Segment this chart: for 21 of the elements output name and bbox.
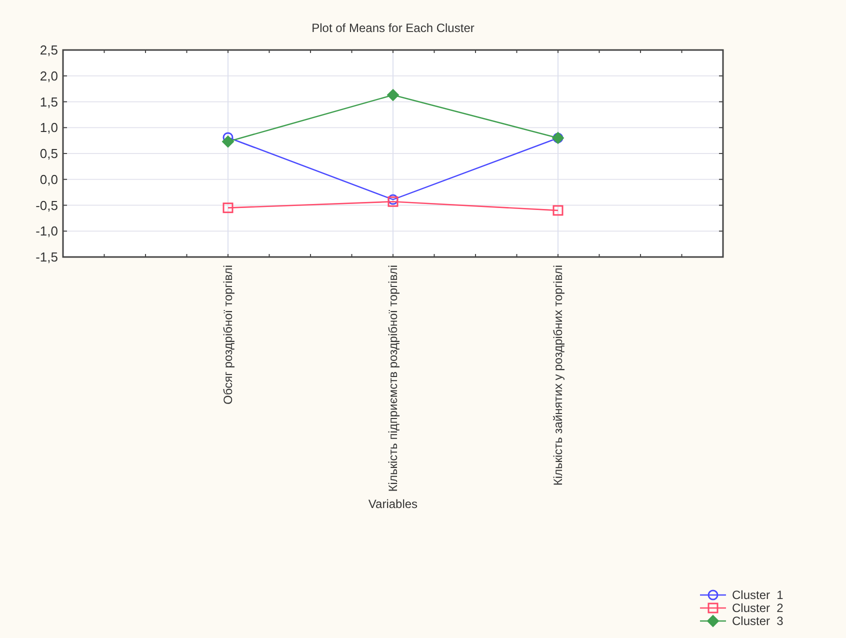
point [387, 89, 399, 102]
legend-label: Cluster 3 [732, 614, 784, 628]
y-tick-label: -1,5 [36, 250, 58, 265]
y-tick-label: 2,5 [40, 42, 58, 58]
y-tick-label: 1,0 [40, 120, 58, 136]
legend-label: Cluster 2 [732, 601, 784, 616]
x-tick-label: Обсяг роздрібної торгівлі [221, 265, 235, 404]
y-tick-label: -0,5 [36, 198, 58, 213]
x-axis-title: Variables [368, 497, 418, 511]
point [552, 205, 564, 216]
y-tick-label: 1,5 [40, 94, 58, 110]
x-tick-label: Кількість зайнятих у роздрібних торгівлі [551, 265, 565, 486]
y-tick-label: 0,5 [40, 146, 58, 162]
y-tick-label: 2,0 [40, 68, 58, 84]
point [222, 136, 234, 148]
chart-title: Plot of Means for Each Cluster [312, 21, 474, 35]
legend-label: Cluster 1 [732, 588, 784, 602]
y-tick-label: -1,0 [36, 224, 58, 239]
y-tick-label: 0,0 [40, 172, 58, 187]
x-tick-label: Кількість підприємств роздрібної торгівлі [386, 265, 400, 492]
point [222, 202, 234, 214]
